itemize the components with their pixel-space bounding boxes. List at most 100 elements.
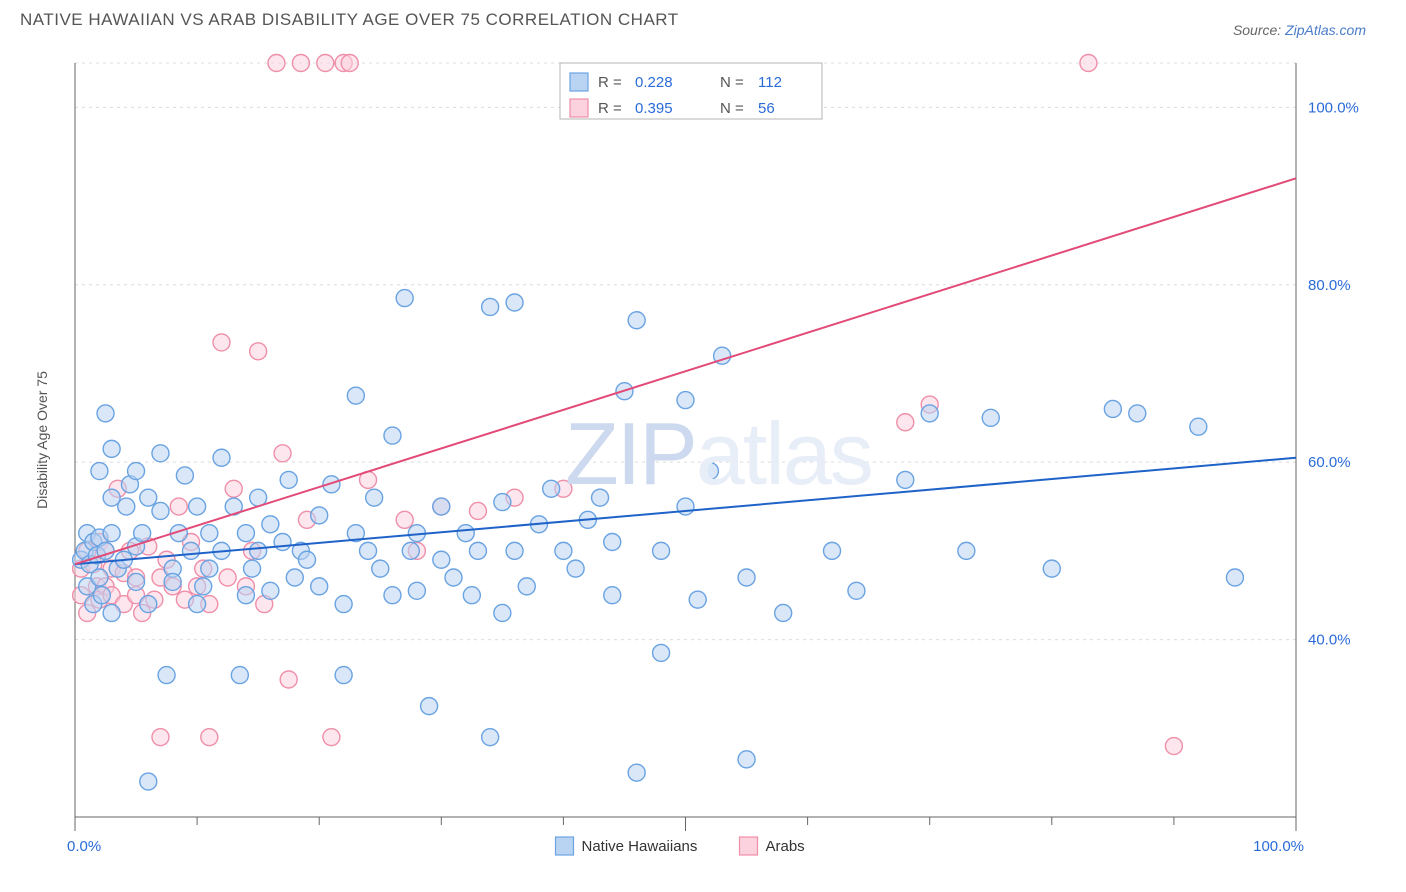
- data-point: [225, 480, 242, 497]
- data-point: [250, 343, 267, 360]
- legend-n-label: N =: [720, 74, 744, 91]
- data-point: [152, 502, 169, 519]
- data-point: [158, 667, 175, 684]
- data-point: [402, 542, 419, 559]
- data-point: [347, 387, 364, 404]
- data-point: [445, 569, 462, 586]
- data-point: [93, 587, 110, 604]
- x-axis-label: 0.0%: [67, 838, 101, 855]
- data-point: [408, 582, 425, 599]
- legend-swatch: [570, 99, 588, 117]
- source-text: Source:: [1233, 22, 1281, 38]
- data-point: [1190, 418, 1207, 435]
- data-point: [140, 773, 157, 790]
- data-point: [396, 290, 413, 307]
- data-point: [360, 542, 377, 559]
- data-point: [1165, 738, 1182, 755]
- data-point: [134, 525, 151, 542]
- data-point: [897, 414, 914, 431]
- data-point: [201, 729, 218, 746]
- data-point: [653, 542, 670, 559]
- legend-n-label: N =: [720, 100, 744, 117]
- data-point: [366, 489, 383, 506]
- data-point: [201, 560, 218, 577]
- data-point: [958, 542, 975, 559]
- scatter-chart: 0.0%100.0%40.0%60.0%80.0%100.0%Disabilit…: [20, 45, 1386, 872]
- data-point: [128, 573, 145, 590]
- data-point: [1226, 569, 1243, 586]
- legend-swatch: [570, 73, 588, 91]
- data-point: [237, 587, 254, 604]
- legend-r-value: 0.228: [635, 74, 673, 91]
- legend-n-value: 56: [758, 100, 775, 117]
- legend-n-value: 112: [758, 74, 782, 91]
- data-point: [677, 392, 694, 409]
- data-point: [140, 489, 157, 506]
- data-point: [543, 480, 560, 497]
- data-point: [213, 449, 230, 466]
- y-axis-label: 40.0%: [1308, 632, 1351, 649]
- data-point: [244, 560, 261, 577]
- data-point: [738, 751, 755, 768]
- data-point: [701, 463, 718, 480]
- data-point: [311, 578, 328, 595]
- data-point: [372, 560, 389, 577]
- legend-r-label: R =: [598, 100, 622, 117]
- data-point: [1104, 400, 1121, 417]
- data-point: [268, 55, 285, 72]
- data-point: [213, 334, 230, 351]
- data-point: [897, 471, 914, 488]
- data-point: [433, 498, 450, 515]
- data-point: [506, 542, 523, 559]
- source-label: Source: ZipAtlas.com: [1233, 22, 1366, 38]
- data-point: [335, 596, 352, 613]
- data-point: [231, 667, 248, 684]
- data-point: [237, 525, 254, 542]
- data-point: [91, 569, 108, 586]
- bottom-legend-label: Native Hawaiians: [582, 838, 698, 855]
- data-point: [152, 729, 169, 746]
- data-point: [103, 525, 120, 542]
- legend-r-value: 0.395: [635, 100, 673, 117]
- data-point: [494, 604, 511, 621]
- bottom-legend-swatch: [740, 837, 758, 855]
- data-point: [274, 445, 291, 462]
- data-point: [182, 542, 199, 559]
- data-point: [604, 587, 621, 604]
- data-point: [738, 569, 755, 586]
- data-point: [824, 542, 841, 559]
- data-point: [176, 467, 193, 484]
- data-point: [457, 525, 474, 542]
- data-point: [170, 498, 187, 515]
- data-point: [262, 582, 279, 599]
- data-point: [469, 542, 486, 559]
- data-point: [384, 427, 401, 444]
- data-point: [280, 671, 297, 688]
- data-point: [555, 542, 572, 559]
- data-point: [118, 498, 135, 515]
- data-point: [421, 698, 438, 715]
- trend-line: [75, 458, 1296, 564]
- data-point: [311, 507, 328, 524]
- y-axis-title: Disability Age Over 75: [34, 371, 50, 509]
- data-point: [1080, 55, 1097, 72]
- bottom-legend-swatch: [556, 837, 574, 855]
- data-point: [274, 534, 291, 551]
- data-point: [982, 409, 999, 426]
- data-point: [219, 569, 236, 586]
- x-axis-label: 100.0%: [1253, 838, 1304, 855]
- data-point: [103, 440, 120, 457]
- y-axis-label: 60.0%: [1308, 454, 1351, 471]
- data-point: [317, 55, 334, 72]
- data-point: [396, 511, 413, 528]
- data-point: [262, 516, 279, 533]
- data-point: [689, 591, 706, 608]
- source-link[interactable]: ZipAtlas.com: [1285, 22, 1366, 38]
- data-point: [164, 573, 181, 590]
- chart-title: NATIVE HAWAIIAN VS ARAB DISABILITY AGE O…: [20, 10, 679, 29]
- data-point: [506, 294, 523, 311]
- data-point: [469, 502, 486, 519]
- data-point: [189, 596, 206, 613]
- data-point: [97, 405, 114, 422]
- data-point: [280, 471, 297, 488]
